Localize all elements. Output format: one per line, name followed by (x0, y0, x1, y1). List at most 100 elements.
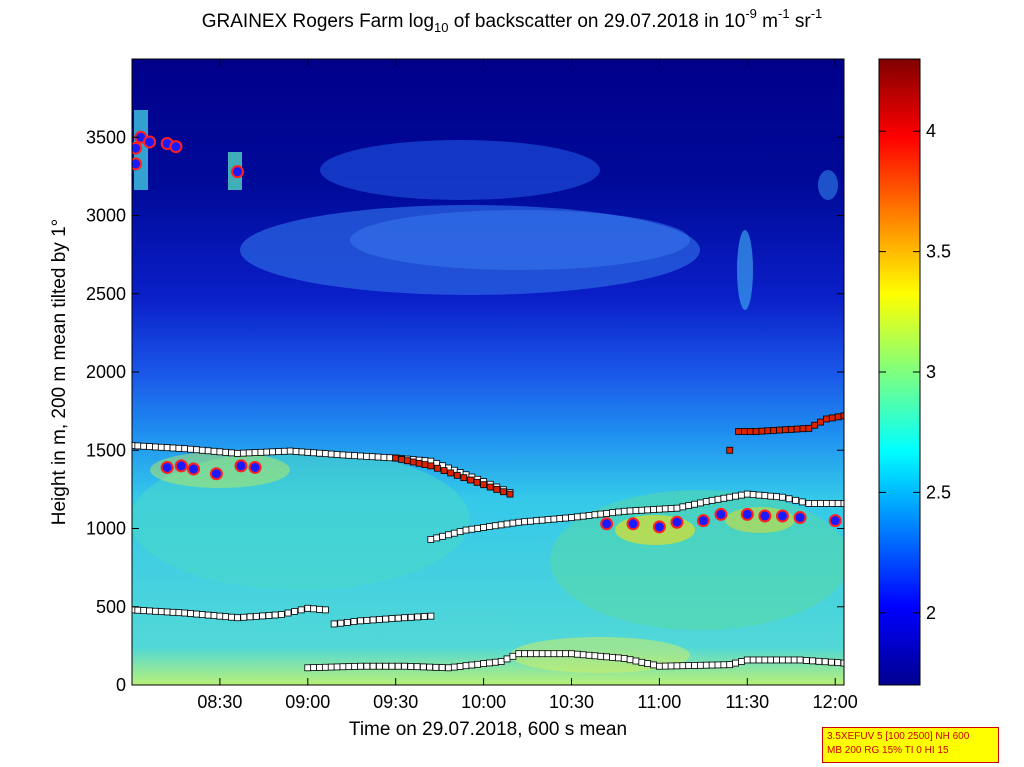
cloud-base-marker (160, 460, 174, 474)
layer-marker (134, 606, 142, 614)
layer-marker (809, 657, 817, 665)
layer-marker (369, 662, 377, 670)
layer-marker (447, 469, 455, 477)
colorbar-tick-label: 3 (926, 362, 936, 382)
x-tick-label: 11:30 (725, 692, 769, 712)
layer-marker (222, 613, 230, 621)
layer-marker (407, 613, 415, 621)
layer-marker (394, 614, 402, 622)
cloud-base-marker (209, 467, 223, 481)
y-tick-label: 2000 (86, 362, 126, 382)
layer-marker (673, 662, 681, 670)
layer-marker (798, 498, 806, 506)
layer-marker (450, 663, 458, 671)
layer-marker (770, 427, 778, 434)
layer-marker (521, 518, 529, 526)
layer-marker (369, 616, 377, 624)
layer-marker (375, 662, 383, 670)
layer-marker (603, 653, 611, 661)
layer-marker (609, 509, 616, 517)
colorbar-tick-label: 3.5 (926, 242, 951, 262)
layer-marker (776, 426, 783, 434)
layer-marker (691, 662, 698, 669)
title-sup2: -1 (778, 6, 790, 21)
layer-marker (550, 650, 558, 658)
layer-marker (779, 656, 786, 664)
layer-marker (157, 443, 165, 451)
layer-marker (204, 611, 212, 619)
layer-marker (198, 446, 206, 454)
layer-marker (746, 428, 754, 435)
layer-marker (480, 481, 488, 489)
layer-marker (486, 659, 493, 667)
title-part1: GRAINEX Rogers Farm log (201, 11, 435, 32)
layer-marker (823, 500, 830, 507)
layer-marker (257, 448, 265, 456)
layer-marker (579, 512, 587, 520)
layer-marker (509, 652, 517, 660)
title-part4: sr (789, 11, 811, 32)
layer-marker (421, 461, 429, 468)
layer-marker (752, 428, 760, 435)
layer-marker (491, 658, 499, 666)
layer-marker (823, 415, 830, 423)
layer-marker (714, 495, 722, 503)
layer-marker (363, 452, 370, 460)
cloud-base-marker (174, 459, 188, 473)
layer-marker (792, 496, 800, 504)
layer-marker (216, 448, 224, 456)
layer-marker (790, 656, 798, 664)
layer-marker (697, 661, 704, 669)
layer-marker (568, 650, 575, 658)
layer-marker (802, 657, 810, 664)
layer-marker (497, 658, 505, 665)
chart-title: GRAINEX Rogers Farm log10 of backscatter… (0, 6, 1024, 35)
layer-marker (834, 413, 842, 421)
layer-marker (491, 522, 499, 530)
layer-marker (310, 664, 318, 672)
cloud-base-marker (696, 514, 710, 528)
layer-marker (697, 499, 704, 507)
layer-marker (187, 445, 195, 453)
cloud-base-marker (740, 507, 754, 521)
layer-marker (363, 616, 371, 624)
layer-marker (732, 659, 739, 667)
layer-marker (193, 446, 200, 454)
layer-marker (343, 619, 351, 626)
layer-marker (509, 519, 517, 527)
layer-marker (585, 651, 593, 659)
layer-marker (265, 612, 273, 619)
title-sup1: -9 (745, 6, 757, 21)
layer-marker (246, 613, 254, 621)
layer-marker (316, 664, 323, 671)
cloud-base-marker (143, 135, 157, 149)
layer-marker (414, 613, 422, 621)
layer-marker (828, 500, 836, 507)
layer-marker (726, 661, 734, 669)
layer-marker (779, 493, 786, 501)
layer-marker (357, 662, 364, 670)
layer-marker (440, 467, 448, 474)
layer-marker (761, 492, 769, 500)
layer-marker (761, 656, 769, 664)
layer-marker (298, 448, 306, 456)
layer-marker (538, 650, 546, 658)
layer-marker (506, 490, 514, 498)
cloud-base-marker (187, 462, 201, 476)
layer-marker (597, 652, 605, 660)
layer-marker (146, 443, 153, 450)
layer-marker (292, 448, 300, 455)
colorbar-tick-label: 2.5 (926, 482, 951, 502)
layer-marker (644, 660, 652, 668)
layer-marker (375, 616, 383, 623)
layer-marker (811, 421, 819, 429)
layer-marker (140, 442, 148, 450)
layer-marker (661, 662, 669, 670)
layer-marker (726, 446, 734, 454)
layer-marker (738, 491, 745, 499)
layer-marker (251, 449, 259, 456)
layer-marker (702, 498, 710, 506)
cloud-base-marker (600, 517, 614, 531)
layer-marker (650, 506, 657, 513)
layer-marker (591, 511, 599, 519)
